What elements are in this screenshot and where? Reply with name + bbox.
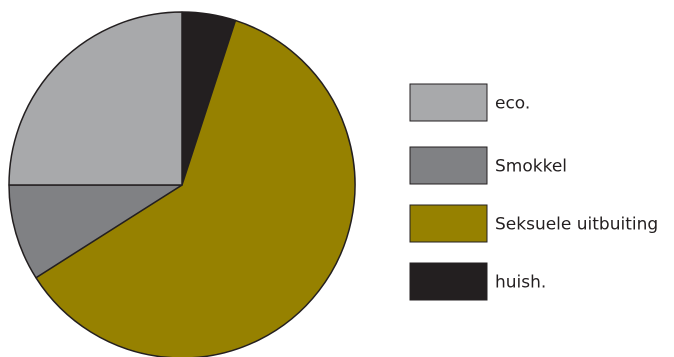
legend-swatch-eco bbox=[409, 83, 488, 122]
legend-swatch-smokkel bbox=[409, 146, 488, 185]
pie-slice-seksuele-uitbuiting bbox=[35, 19, 356, 357]
legend-label-smokkel: Smokkel bbox=[495, 157, 567, 177]
legend-swatch-huish bbox=[409, 262, 488, 301]
legend: eco. Smokkel Seksuele uitbuiting huish. bbox=[409, 83, 658, 301]
legend-swatch-seksuele-uitbuiting bbox=[409, 204, 488, 243]
pie-slice-eco bbox=[8, 11, 183, 186]
pie-slice-smokkel bbox=[8, 184, 183, 279]
legend-label-huish: huish. bbox=[495, 273, 546, 293]
pie-area bbox=[8, 11, 356, 357]
legend-label-eco: eco. bbox=[495, 94, 530, 114]
legend-label-seksuele-uitbuiting: Seksuele uitbuiting bbox=[495, 215, 658, 235]
